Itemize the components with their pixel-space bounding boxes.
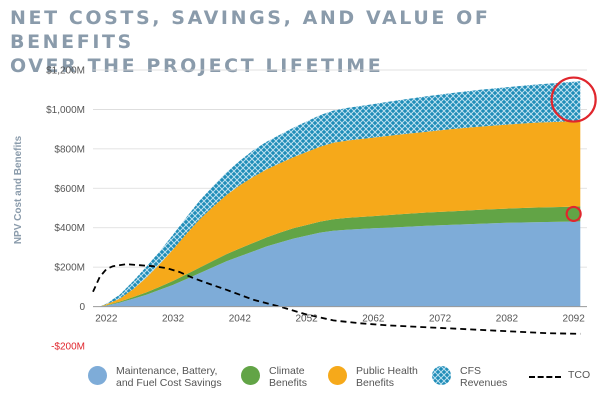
y-tick-label: $1,000M bbox=[46, 105, 85, 116]
health-swatch-icon bbox=[328, 366, 347, 385]
chart-title: NET COSTS, SAVINGS, AND VALUE OF BENEFIT… bbox=[10, 6, 600, 78]
cfs-area bbox=[99, 81, 581, 307]
highlight-circle-large bbox=[550, 76, 597, 123]
tco-line bbox=[92, 263, 581, 335]
x-tick-label: 2052 bbox=[295, 314, 318, 325]
annotations bbox=[550, 76, 597, 223]
health-area bbox=[99, 120, 581, 307]
y-tick-label: -$200M bbox=[51, 342, 85, 353]
legend-label: Climate Benefits bbox=[269, 365, 307, 389]
x-tick-label: 2022 bbox=[95, 314, 118, 325]
legend: Maintenance, Battery, and Fuel Cost Savi… bbox=[88, 365, 603, 406]
y-tick-label: $200M bbox=[54, 263, 85, 274]
legend-label: Public Health Benefits bbox=[356, 365, 418, 389]
y-tick-label: $1,200M bbox=[46, 66, 85, 77]
chart-title-line-2: OVER THE PROJECT LIFETIME bbox=[10, 55, 384, 77]
x-tick-label: 2042 bbox=[229, 314, 252, 325]
legend-label: CFS Revenues bbox=[460, 365, 508, 389]
x-tick-label: 2082 bbox=[496, 314, 519, 325]
legend-item-maintenance: Maintenance, Battery, and Fuel Cost Savi… bbox=[88, 365, 222, 389]
climate-area bbox=[99, 206, 581, 307]
legend-item-cfs: CFS Revenues bbox=[432, 365, 508, 389]
axes: -$200M 0 $200M $400M $600M $800M $1,000M $1,200… bbox=[46, 66, 587, 353]
y-axis-label: NPV Cost and Benefits bbox=[13, 135, 24, 244]
legend-item-health: Public Health Benefits bbox=[328, 365, 418, 389]
cfs-swatch-icon bbox=[432, 366, 451, 385]
y-tick-label: $800M bbox=[54, 144, 85, 155]
y-tick-label: $600M bbox=[54, 184, 85, 195]
legend-item-tco: TCO bbox=[529, 366, 590, 382]
highlight-circle-small bbox=[565, 205, 582, 223]
legend-item-climate: Climate Benefits bbox=[241, 365, 307, 389]
x-tick-label: 2092 bbox=[563, 314, 586, 325]
dashed-line-icon bbox=[529, 376, 561, 378]
crosshatch-swatch-circle bbox=[432, 366, 451, 385]
series-areas bbox=[99, 81, 581, 307]
x-tick-label: 2032 bbox=[162, 314, 185, 325]
climate-swatch-icon bbox=[241, 366, 260, 385]
x-tick-label: 2072 bbox=[429, 314, 452, 325]
maintenance-swatch-icon bbox=[88, 366, 107, 385]
crosshatch-swatch-graphic bbox=[432, 366, 451, 385]
chart-title-line-1: NET COSTS, SAVINGS, AND VALUE OF BENEFIT… bbox=[10, 7, 491, 53]
y-tick-label: 0 bbox=[79, 302, 85, 313]
legend-label: Maintenance, Battery, and Fuel Cost Savi… bbox=[116, 365, 222, 389]
tco-line-group bbox=[92, 263, 581, 335]
legend-label: TCO bbox=[568, 369, 591, 381]
x-tick-label: 2062 bbox=[362, 314, 385, 325]
y-tick-label: $400M bbox=[54, 223, 85, 234]
maintenance-area bbox=[99, 221, 581, 307]
